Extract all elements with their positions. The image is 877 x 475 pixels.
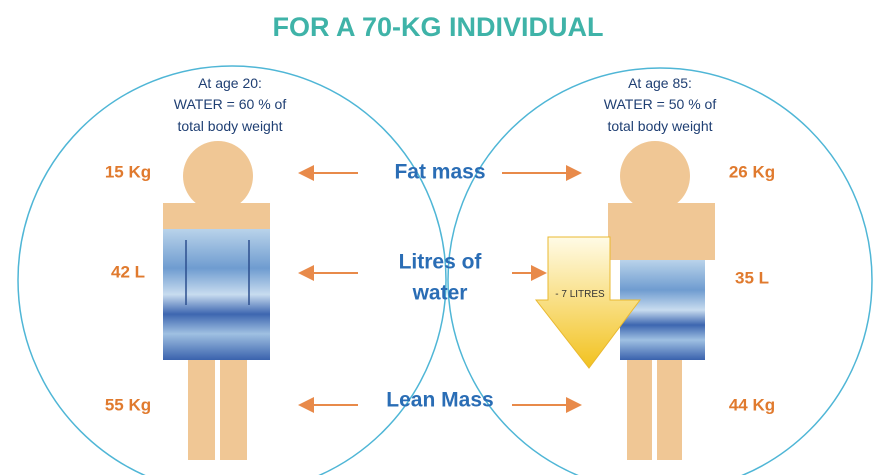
caption: total body weight <box>607 118 712 134</box>
row-label: Fat mass <box>394 161 485 184</box>
value-label: 26 Kg <box>729 162 775 181</box>
value-label: 44 Kg <box>729 395 775 414</box>
caption: WATER = 50 % of <box>604 96 717 112</box>
infographic: FOR A 70-KG INDIVIDUAL - 7 LITRES At age… <box>0 0 877 475</box>
value-label: 35 L <box>735 268 769 287</box>
value-label: 42 L <box>111 262 145 281</box>
figure-left <box>163 141 270 460</box>
arrow-label: - 7 LITRES <box>555 289 605 300</box>
caption: WATER = 60 % of <box>174 96 287 112</box>
row-label: Lean Mass <box>386 389 493 412</box>
caption: At age 85: <box>628 75 692 91</box>
value-label: 55 Kg <box>105 395 151 414</box>
caption: total body weight <box>177 118 282 134</box>
value-label: 15 Kg <box>105 162 151 181</box>
title: FOR A 70-KG INDIVIDUAL <box>272 12 603 42</box>
row-label: water <box>412 282 468 305</box>
caption: At age 20: <box>198 75 262 91</box>
row-label: Litres of <box>399 251 483 274</box>
